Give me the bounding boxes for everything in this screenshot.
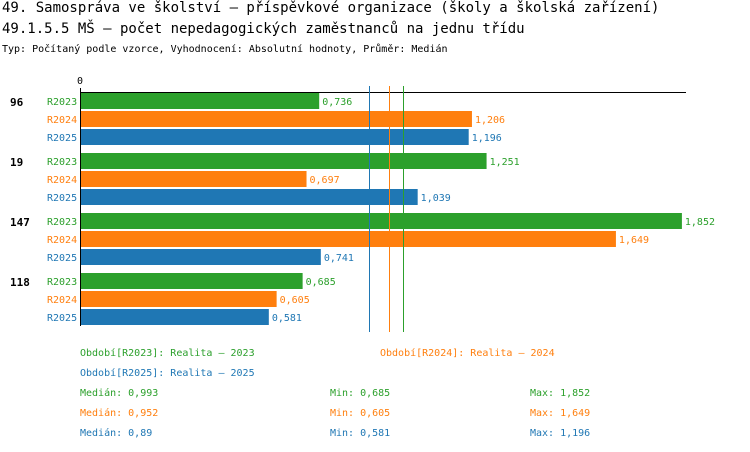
bar-r2024 (81, 111, 472, 127)
value-label: 1,649 (619, 235, 649, 246)
stat-min-r2023: Min: 0,685 (330, 388, 391, 399)
value-label: 0,605 (280, 295, 310, 306)
stat-max-r2024: Max: 1,649 (530, 408, 591, 419)
stat-max-r2023: Max: 1,852 (530, 388, 591, 399)
bar-r2025 (81, 309, 269, 325)
chart-type-line: Typ: Počítaný podle vzorce, Vyhodnocení:… (2, 44, 448, 55)
stat-min-r2024: Min: 0,605 (330, 408, 391, 419)
bar-r2023 (81, 153, 487, 169)
x-tick-label: 0 (77, 76, 83, 87)
series-label: R2025 (47, 253, 77, 264)
value-label: 0,736 (322, 97, 352, 108)
bar-r2023 (81, 93, 320, 109)
bar-r2023 (81, 273, 303, 289)
value-label: 1,196 (472, 133, 502, 144)
legend-period-r2024: Období[R2024]: Realita – 2024 (380, 348, 555, 359)
stat-min-r2025: Min: 0,581 (330, 428, 391, 439)
value-label: 1,852 (685, 217, 715, 228)
bar-r2024 (81, 171, 307, 187)
value-label: 0,741 (324, 253, 354, 264)
chart-title: 49. Samospráva ve školství – příspěvkové… (2, 0, 660, 16)
stat-median-r2023: Medián: 0,993 (80, 388, 159, 399)
bar-chart: 0 96 R2023 0,736 R2024 1,206 R2025 1,196 19 R2023… (10, 76, 715, 332)
stat-median-r2024: Medián: 0,952 (80, 408, 159, 419)
group-label: 118 (10, 276, 30, 289)
series-label: R2024 (47, 235, 77, 246)
stat-median-r2025: Medián: 0,89 (80, 428, 153, 439)
series-label: R2023 (47, 157, 77, 168)
bar-r2024 (81, 291, 277, 307)
series-label: R2025 (47, 193, 77, 204)
stat-max-r2025: Max: 1,196 (530, 428, 591, 439)
value-label: 0,685 (306, 277, 336, 288)
legend-period-r2023: Období[R2023]: Realita – 2023 (80, 348, 255, 359)
value-label: 0,581 (272, 313, 302, 324)
series-label: R2024 (47, 115, 77, 126)
bar-r2025 (81, 189, 418, 205)
series-label: R2023 (47, 217, 77, 228)
legend-period-r2025: Období[R2025]: Realita – 2025 (80, 368, 255, 379)
group-label: 19 (10, 156, 23, 169)
bar-r2025 (81, 129, 469, 145)
bar-r2025 (81, 249, 321, 265)
group-label: 96 (10, 96, 24, 109)
bar-r2023 (81, 213, 682, 229)
series-label: R2023 (47, 277, 77, 288)
value-label: 0,697 (310, 175, 340, 186)
series-label: R2025 (47, 133, 77, 144)
series-label: R2025 (47, 313, 77, 324)
series-label: R2023 (47, 97, 77, 108)
value-label: 1,206 (475, 115, 505, 126)
series-label: R2024 (47, 175, 77, 186)
bar-r2024 (81, 231, 616, 247)
series-label: R2024 (47, 295, 77, 306)
value-label: 1,251 (490, 157, 520, 168)
value-label: 1,039 (421, 193, 451, 204)
chart-subtitle: 49.1.5.5 MŠ – počet nepedagogických zamě… (2, 21, 525, 37)
group-label: 147 (10, 216, 30, 229)
